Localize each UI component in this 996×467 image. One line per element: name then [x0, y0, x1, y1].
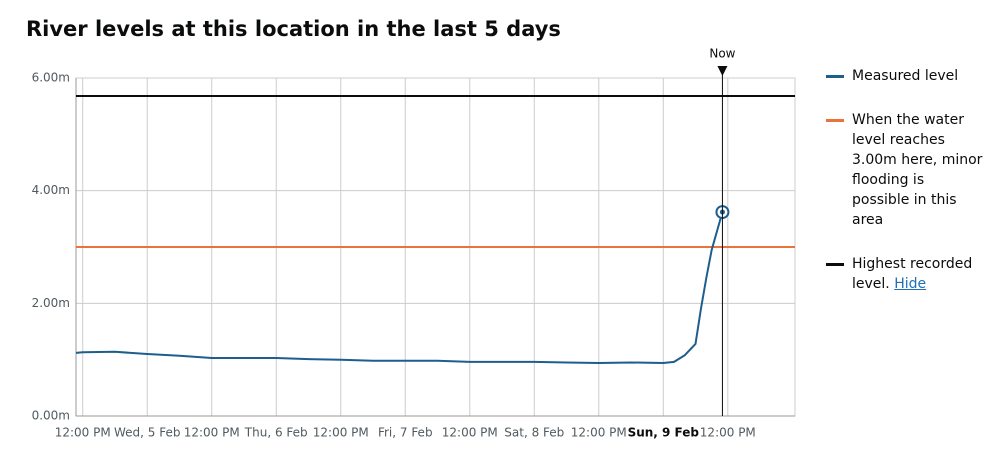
series-line: [75, 211, 724, 365]
x-tick-label: 12:00 PM: [184, 426, 240, 440]
y-tick-label: 4.00m: [32, 183, 70, 197]
x-tick-label: Wed, 5 Feb: [114, 426, 181, 440]
legend-swatch: [826, 263, 844, 266]
x-tick-label: Sun, 9 Feb: [628, 426, 700, 440]
legend-entry: When the water level reaches 3.00m here,…: [852, 110, 984, 230]
x-tick-label: 12:00 PM: [571, 426, 627, 440]
x-tick-label: Thu, 6 Feb: [244, 426, 308, 440]
legend-entry: Measured level: [852, 66, 984, 86]
y-tick-label: 0.00m: [32, 409, 70, 423]
x-tick-label: Sat, 8 Feb: [504, 426, 564, 440]
now-label: Now: [709, 47, 735, 61]
legend-entry: Highest recorded level. Hide: [852, 254, 984, 294]
legend-swatch: [826, 75, 844, 78]
y-tick-label: 6.00m: [32, 71, 70, 85]
y-tick-label: 2.00m: [32, 296, 70, 310]
x-tick-label: 12:00 PM: [55, 426, 111, 440]
x-tick-label: 12:00 PM: [442, 426, 498, 440]
legend-label: Highest recorded level.: [852, 256, 973, 292]
legend-swatch: [826, 119, 844, 122]
legend-label: When the water level reaches 3.00m here,…: [852, 112, 983, 228]
x-tick-label: 12:00 PM: [313, 426, 369, 440]
now-arrow: [717, 66, 728, 76]
hide-link[interactable]: Hide: [894, 276, 927, 292]
chart-title: River levels at this location in the las…: [26, 17, 561, 41]
x-tick-label: Fri, 7 Feb: [378, 426, 433, 440]
x-tick-label: 12:00 PM: [700, 426, 756, 440]
legend-label: Measured level: [852, 68, 959, 84]
